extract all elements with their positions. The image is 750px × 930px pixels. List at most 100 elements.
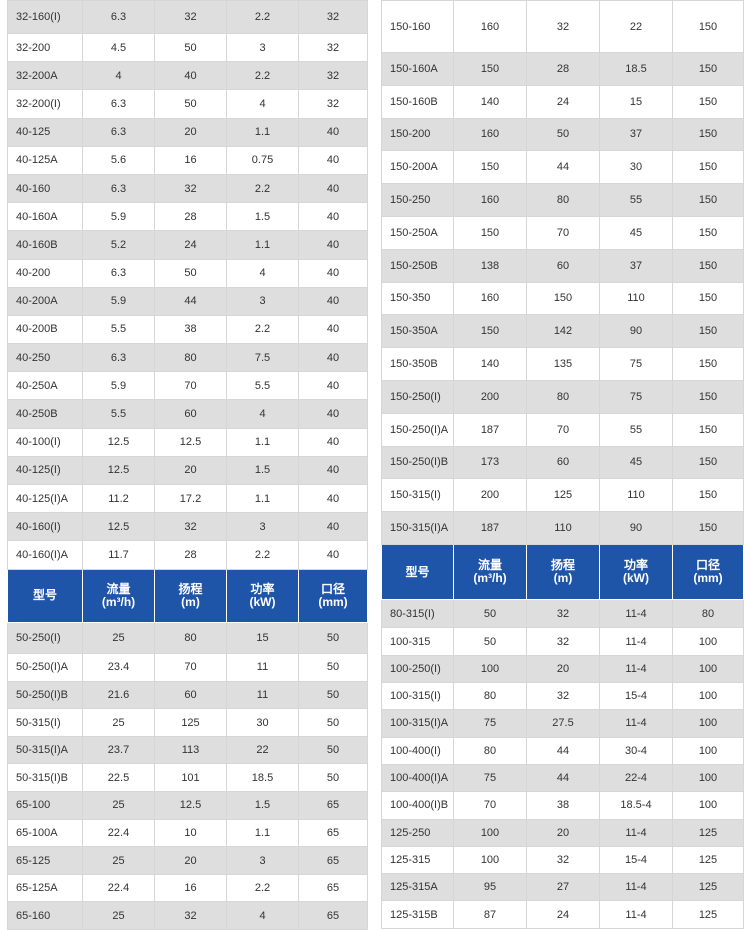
bore-cell: 40 [298,286,368,316]
flow-cell: 23.4 [82,653,155,682]
model-cell: 125-250 [381,818,454,847]
head-cell: 80 [154,343,227,373]
model-cell: 40-200B [7,314,83,345]
model-cell: 125-315B [381,900,454,929]
model-cell: 50-250(I) [7,622,83,655]
flow-cell: 4 [82,61,155,91]
power-cell: 15-4 [599,845,673,875]
flow-cell: 160 [453,0,527,53]
bore-cell: 150 [672,248,744,283]
head-cell: 28 [154,540,227,570]
table-row: 100-315(I)A 75 27.5 11-4 100 [381,709,744,738]
power-cell: 30-4 [599,736,673,765]
model-cell: 32-200 [7,32,83,63]
power-cell: 110 [599,281,673,316]
power-cell: 15-4 [599,682,673,711]
model-cell: 150-250(I) [381,379,454,414]
head-cell: 24 [526,84,600,119]
table-row: 100-315 50 32 11-4 100 [381,627,744,656]
flow-cell: 6.3 [82,343,155,373]
head-cell: 113 [154,735,227,765]
model-cell: 40-100(I) [7,427,83,457]
model-cell: 150-160A [381,52,454,86]
bore-cell: 125 [672,900,744,929]
model-cell: 100-315 [381,627,454,656]
head-cell: 70 [526,215,600,250]
model-cell: 40-125A [7,145,83,175]
head-cell: 27 [526,873,600,902]
table-row: 150-315(I) 200 125 110 150 [381,478,744,513]
power-cell: 1.1 [226,818,299,848]
flow-cell: 12.5 [82,455,155,486]
bore-cell: 150 [672,183,744,217]
flow-cell: 160 [453,183,527,217]
model-cell: 40-160 [7,173,83,204]
power-cell: 30 [599,150,673,185]
table-row: 40-200A 5.9 44 3 40 [7,286,368,316]
table-row: 100-315(I) 80 32 15-4 100 [381,682,744,711]
flow-cell: 6.3 [82,117,155,147]
power-cell: 90 [599,511,673,545]
flow-cell: 160 [453,281,527,316]
header-power: 功率 (kW) [599,544,673,601]
bore-cell: 32 [298,89,368,119]
table-row: 50-315(I)A 23.7 113 22 50 [7,735,368,765]
model-cell: 80-315(I) [381,599,454,629]
power-cell: 11 [226,653,299,682]
head-cell: 16 [154,873,227,903]
flow-cell: 95 [453,873,527,902]
flow-cell: 80 [453,736,527,765]
power-cell: 30 [226,708,299,737]
flow-cell: 187 [453,412,527,447]
model-cell: 150-250 [381,183,454,217]
model-cell: 50-315(I)A [7,735,83,765]
bore-cell: 125 [672,818,744,847]
table-row: 65-160 25 32 4 65 [7,901,368,930]
model-cell: 150-250A [381,215,454,250]
flow-cell: 5.5 [82,399,155,429]
table-row: 150-160 160 32 22 150 [381,0,744,53]
bore-cell: 40 [298,230,368,260]
power-cell: 1.1 [226,230,299,260]
header-bore: 口径 (mm) [672,544,744,601]
model-cell: 32-160(I) [7,0,83,34]
table-row: 125-315 100 32 15-4 125 [381,845,744,875]
head-cell: 80 [154,622,227,655]
model-cell: 65-125 [7,846,83,875]
bore-cell: 50 [298,763,368,793]
head-cell: 28 [154,202,227,232]
head-cell: 20 [526,818,600,847]
model-cell: 100-250(I) [381,654,454,684]
bore-cell: 150 [672,478,744,513]
head-cell: 60 [154,680,227,710]
head-cell: 32 [526,845,600,875]
table-row: 50-250(I)A 23.4 70 11 50 [7,653,368,682]
model-cell: 125-315A [381,873,454,902]
header-power: 功率 (kW) [226,569,299,624]
bore-cell: 150 [672,412,744,447]
bore-cell: 40 [298,512,368,542]
head-cell: 70 [154,653,227,682]
bore-cell: 40 [298,399,368,429]
model-cell: 40-125(I)A [7,483,83,514]
left-top-table-body: 32-160(I) 6.3 32 2.2 32 32-200 4.5 50 3 32 32-200A… [7,0,368,570]
bore-cell: 150 [672,347,744,381]
flow-cell: 200 [453,478,527,513]
model-cell: 100-400(I)A [381,763,454,793]
head-cell: 60 [154,399,227,429]
flow-cell: 173 [453,445,527,480]
table-row: 40-160(I)A 11.7 28 2.2 40 [7,540,368,570]
head-cell: 60 [526,248,600,283]
power-cell: 11-4 [599,873,673,902]
flow-cell: 25 [82,901,155,930]
head-cell: 70 [526,412,600,447]
head-cell: 135 [526,347,600,381]
bore-cell: 50 [298,622,368,655]
model-cell: 150-200 [381,117,454,152]
header-bore: 口径 (mm) [298,569,368,624]
head-cell: 32 [154,173,227,204]
table-row: 40-250A 5.9 70 5.5 40 [7,371,368,401]
model-cell: 40-160B [7,230,83,260]
power-cell: 15 [599,84,673,119]
power-cell: 4 [226,399,299,429]
